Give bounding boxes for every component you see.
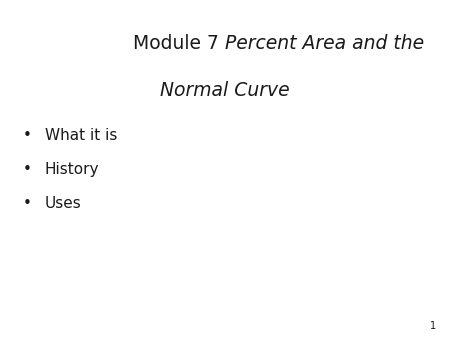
Text: •: • <box>22 128 32 143</box>
Text: History: History <box>45 162 99 177</box>
Text: •: • <box>22 196 32 211</box>
Text: Percent Area and the: Percent Area and the <box>225 34 424 53</box>
Text: 1: 1 <box>430 321 436 331</box>
Text: What it is: What it is <box>45 128 117 143</box>
Text: Normal Curve: Normal Curve <box>160 81 290 100</box>
Text: Uses: Uses <box>45 196 82 211</box>
Text: Module 7: Module 7 <box>133 34 225 53</box>
Text: •: • <box>22 162 32 177</box>
